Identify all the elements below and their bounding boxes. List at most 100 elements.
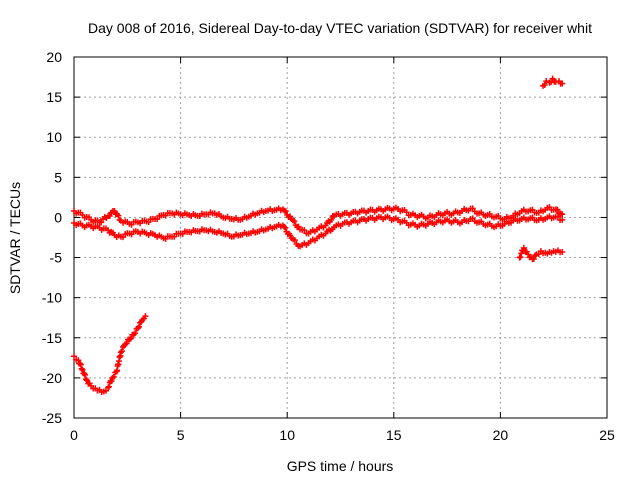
data-point-interp: [523, 248, 530, 255]
data-point-interp: [106, 213, 113, 220]
data-point-interp: [77, 220, 84, 227]
data-point-interp: [116, 216, 123, 223]
data-point-interp: [542, 215, 549, 222]
data-point-interp: [346, 211, 353, 218]
data-point-interp: [544, 250, 551, 257]
data-point-interp: [209, 210, 216, 217]
data-point-interp: [311, 237, 318, 244]
data-point-interp: [282, 208, 289, 215]
data-point-interp: [260, 227, 267, 234]
data-point-interp: [439, 219, 446, 226]
data-point: [549, 75, 556, 82]
data-point-interp: [346, 220, 353, 227]
data-point-interp: [141, 217, 148, 224]
data-point-interp: [482, 222, 489, 229]
data-point-interp: [291, 237, 298, 244]
data-point-interp: [226, 215, 233, 222]
data-point-interp: [530, 255, 537, 262]
y-tick-label: 5: [54, 169, 62, 185]
data-point-interp: [397, 219, 404, 226]
data-point-interp: [469, 205, 476, 212]
data-point-interp: [557, 217, 564, 224]
data-point-interp: [422, 222, 429, 229]
data-point-interp: [102, 387, 109, 394]
data-point-interp: [269, 225, 276, 232]
data-point-interp: [403, 209, 410, 216]
data-point-interp: [525, 216, 532, 223]
data-point-interp: [303, 230, 310, 237]
data-point-interp: [287, 213, 294, 220]
data-point-interp: [252, 229, 259, 236]
data-point-interp: [287, 232, 294, 239]
data-point-interp: [82, 376, 89, 383]
data-point-interp: [465, 218, 472, 225]
data-point-interp: [281, 223, 288, 230]
x-tick-label: 15: [386, 427, 402, 443]
data-point-interp: [123, 340, 130, 347]
data-point-interp: [380, 216, 387, 223]
data-point-interp: [77, 361, 84, 368]
data-point-interp: [132, 218, 139, 225]
data-point-interp: [282, 224, 289, 231]
data-point-interp: [132, 228, 139, 235]
x-tick-label: 0: [70, 427, 78, 443]
data-point-interp: [82, 371, 89, 378]
data-point-interp: [103, 215, 110, 222]
data-point-interp: [85, 214, 92, 221]
data-point-interp: [109, 229, 116, 236]
data-point-interp: [78, 365, 85, 372]
data-point-interp: [154, 216, 161, 223]
data-point-interp: [115, 212, 122, 219]
data-point-interp: [363, 217, 370, 224]
data-point-interp: [138, 318, 145, 325]
data-point-interp: [303, 241, 310, 248]
data-point-interp: [98, 389, 105, 396]
data-point-interp: [439, 212, 446, 219]
data-point: [79, 366, 86, 373]
data-point-interp: [551, 78, 558, 85]
data-point-interp: [243, 231, 250, 238]
data-point-interp: [557, 249, 564, 256]
data-point-interp: [550, 214, 557, 221]
data-point-interp: [120, 234, 127, 241]
plot-frame: [73, 56, 608, 419]
data-point-interp: [482, 212, 489, 219]
data-point-interp: [354, 219, 361, 226]
data-point-interp: [141, 229, 148, 236]
x-tick-label: 5: [177, 427, 185, 443]
data-point-interp: [414, 214, 421, 221]
y-tick-label: -20: [42, 370, 62, 386]
data-point-interp: [110, 373, 117, 380]
data-point-interp: [363, 209, 370, 216]
data-point: [105, 384, 112, 391]
data-point-interp: [158, 233, 165, 240]
data-point-interp: [269, 207, 276, 214]
data-point-interp: [554, 206, 561, 213]
data-point-interp: [94, 387, 101, 394]
data-point-interp: [105, 383, 112, 390]
data-point-interp: [183, 211, 190, 218]
data-point-interp: [554, 213, 561, 220]
data-point-interp: [557, 210, 564, 217]
x-tick-label: 20: [493, 427, 509, 443]
data-point: [543, 78, 550, 85]
data-point-interp: [456, 210, 463, 217]
data-point-interp: [371, 216, 378, 223]
data-point-interp: [380, 208, 387, 215]
data-point-interp: [260, 209, 267, 216]
data-point-interp: [533, 209, 540, 216]
data-point-interp: [218, 230, 225, 237]
data-point-interp: [516, 210, 523, 217]
data-point-interp: [533, 217, 540, 224]
data-point-interp: [508, 219, 515, 226]
data-point-interp: [456, 220, 463, 227]
data-point-interp: [491, 214, 498, 221]
y-tick-label: 20: [46, 49, 62, 65]
data-point-interp: [118, 348, 125, 355]
y-tick-label: -25: [42, 410, 62, 426]
data-point-interp: [548, 249, 555, 256]
data-point-interp: [243, 214, 250, 221]
data-point-interp: [108, 378, 115, 385]
data-point-interp: [499, 222, 506, 229]
